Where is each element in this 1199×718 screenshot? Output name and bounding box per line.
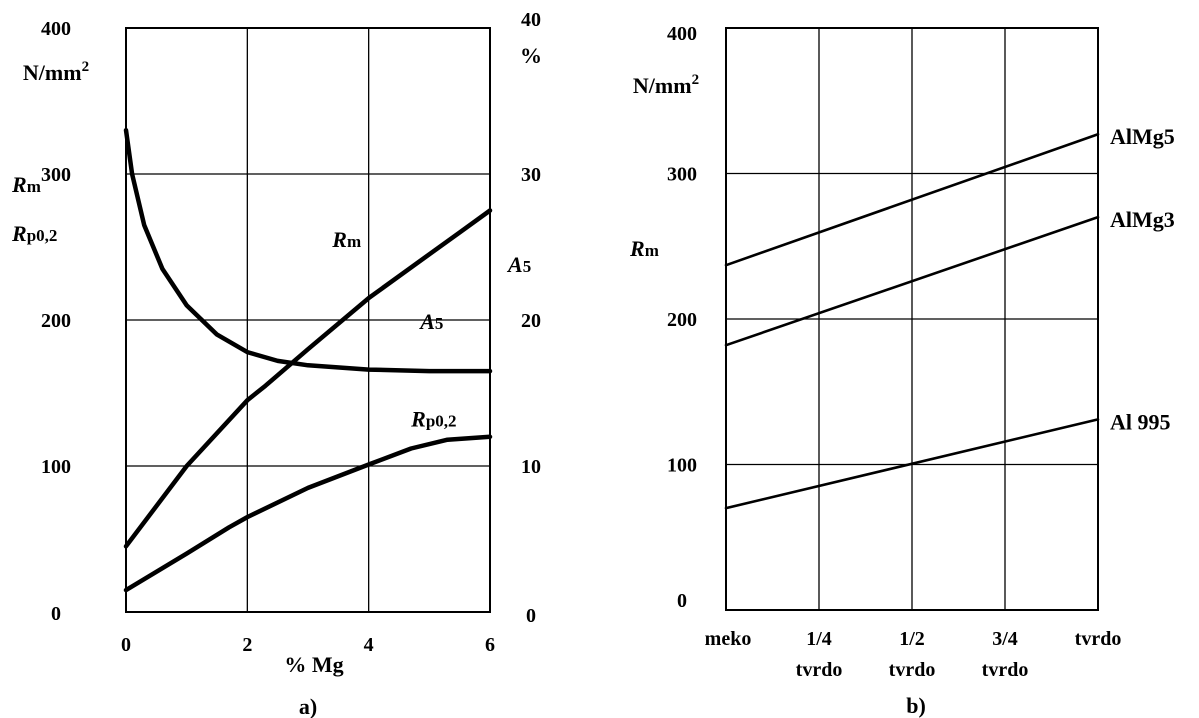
- x-axis-category-label: 1/2: [899, 628, 925, 650]
- right-axis-unit: %: [520, 43, 542, 68]
- series-label-a5: A5: [418, 309, 443, 334]
- chart-panel-a: 0 100 200 300 400 N/mm2 Rm Rp0,2 0 10 20 30 40% A5 0 2 4…: [11, 9, 542, 718]
- x-axis-category-label: 3/4: [992, 628, 1018, 650]
- left-axis-tick-label: 200: [667, 309, 697, 331]
- chart-panel-b: 0 100 200 300 400 N/mm2 Rm meko 1/4 tvrdo 1/2 tvrdo…: [629, 23, 1175, 718]
- left-axis-label-rm: Rm: [629, 236, 659, 261]
- left-axis-label-rp: Rp0,2: [11, 221, 57, 246]
- series-label-rm: Rm: [331, 227, 361, 252]
- series-line-almg3: [724, 215, 1100, 347]
- x-axis-tick-label: 2: [242, 634, 252, 656]
- x-axis-category-label: tvrdo: [796, 659, 843, 681]
- plot-frame: [125, 27, 491, 613]
- series-line-a5: [123, 127, 493, 374]
- left-axis-unit: N/mm2: [633, 72, 699, 98]
- series-label-al995: Al 995: [1110, 409, 1171, 434]
- right-axis-tick-label: 40: [521, 9, 541, 31]
- x-axis-category-label: tvrdo: [889, 659, 936, 681]
- x-axis-category-label: tvrdo: [982, 659, 1029, 681]
- left-axis-tick-label: 100: [667, 455, 697, 477]
- right-axis-tick-label: 20: [521, 310, 541, 332]
- right-axis-tick-label: 30: [521, 164, 541, 186]
- left-axis-tick-label: 300: [667, 164, 697, 186]
- left-axis-unit: N/mm2: [23, 59, 89, 85]
- series-label-almg3: AlMg3: [1110, 207, 1175, 232]
- plot-frame: [725, 27, 1099, 611]
- x-axis-tick-label: 6: [485, 634, 495, 656]
- x-axis-tick-label: 0: [121, 634, 131, 656]
- left-axis-label-rm: Rm: [11, 172, 41, 197]
- x-axis-category-label: tvrdo: [1075, 628, 1122, 650]
- right-axis-tick-label: 10: [521, 456, 541, 478]
- right-axis-tick-label: 0: [526, 605, 536, 627]
- series-label-almg5: AlMg5: [1110, 124, 1175, 149]
- x-axis-category-label: 1/4: [806, 628, 832, 650]
- panel-label-a: a): [299, 694, 317, 718]
- left-axis-tick-label: 400: [41, 18, 71, 40]
- x-axis-tick-label: 4: [364, 634, 374, 656]
- left-axis-tick-label: 0: [677, 590, 687, 612]
- left-axis-tick-label: 100: [41, 456, 71, 478]
- left-axis-tick-label: 0: [51, 603, 61, 625]
- series-line-rp02: [123, 434, 493, 593]
- left-axis-tick-label: 300: [41, 164, 71, 186]
- right-axis-label-a5: A5: [506, 252, 531, 277]
- left-axis-tick-label: 400: [667, 23, 697, 45]
- series-label-rp02: Rp0,2: [410, 407, 456, 432]
- series-line-al995: [724, 418, 1100, 510]
- panel-label-b: b): [906, 693, 926, 718]
- series-line-almg5: [724, 132, 1100, 267]
- left-axis-tick-label: 200: [41, 310, 71, 332]
- x-axis-label: % Mg: [284, 652, 343, 677]
- x-axis-category-label: meko: [705, 628, 752, 650]
- series-line-rm: [123, 208, 493, 549]
